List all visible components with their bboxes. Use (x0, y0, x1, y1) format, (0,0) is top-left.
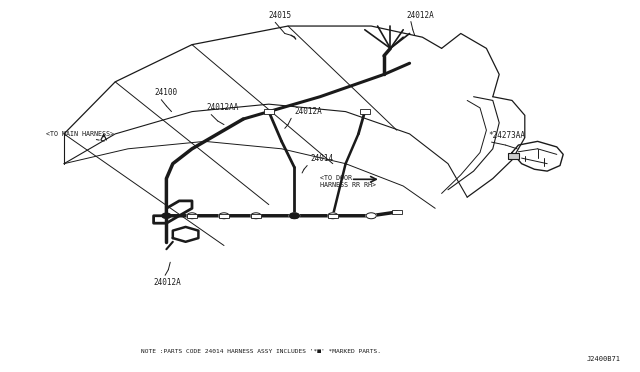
Bar (251, 214, 261, 218)
Text: 24014: 24014 (310, 154, 333, 163)
Circle shape (219, 213, 229, 219)
Circle shape (187, 213, 197, 219)
Circle shape (328, 213, 338, 219)
Bar (264, 109, 274, 114)
Circle shape (366, 213, 376, 219)
Text: 24012A: 24012A (294, 107, 322, 116)
Text: 24100: 24100 (155, 88, 178, 97)
Bar (328, 214, 338, 218)
Bar (187, 214, 197, 218)
Text: 24015: 24015 (269, 11, 292, 20)
Text: 24012A: 24012A (406, 11, 434, 20)
Circle shape (290, 213, 299, 218)
Bar (392, 210, 402, 214)
Text: 24012AA: 24012AA (206, 103, 239, 112)
Text: *24273AA: *24273AA (488, 131, 525, 140)
Circle shape (251, 213, 261, 219)
Text: NOTE :PARTS CODE 24014 HARNESS ASSY INCLUDES '*■' *MARKED PARTS.: NOTE :PARTS CODE 24014 HARNESS ASSY INCL… (141, 349, 381, 354)
Bar (508, 153, 519, 159)
Text: <TO MAIN HARNESS>: <TO MAIN HARNESS> (46, 131, 114, 137)
Circle shape (289, 213, 300, 219)
Text: <TO DOOR
HARNESS RR RH>: <TO DOOR HARNESS RR RH> (320, 175, 376, 188)
Text: J2400B71: J2400B71 (587, 356, 621, 362)
Bar (219, 214, 229, 218)
Bar (360, 109, 370, 114)
Text: 24012A: 24012A (154, 278, 181, 286)
Circle shape (162, 213, 171, 218)
